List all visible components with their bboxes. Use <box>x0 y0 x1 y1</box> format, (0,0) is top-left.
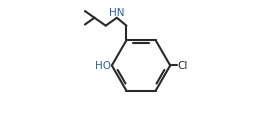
Text: HN: HN <box>109 8 125 18</box>
Text: Cl: Cl <box>178 61 188 71</box>
Text: HO: HO <box>95 61 111 71</box>
